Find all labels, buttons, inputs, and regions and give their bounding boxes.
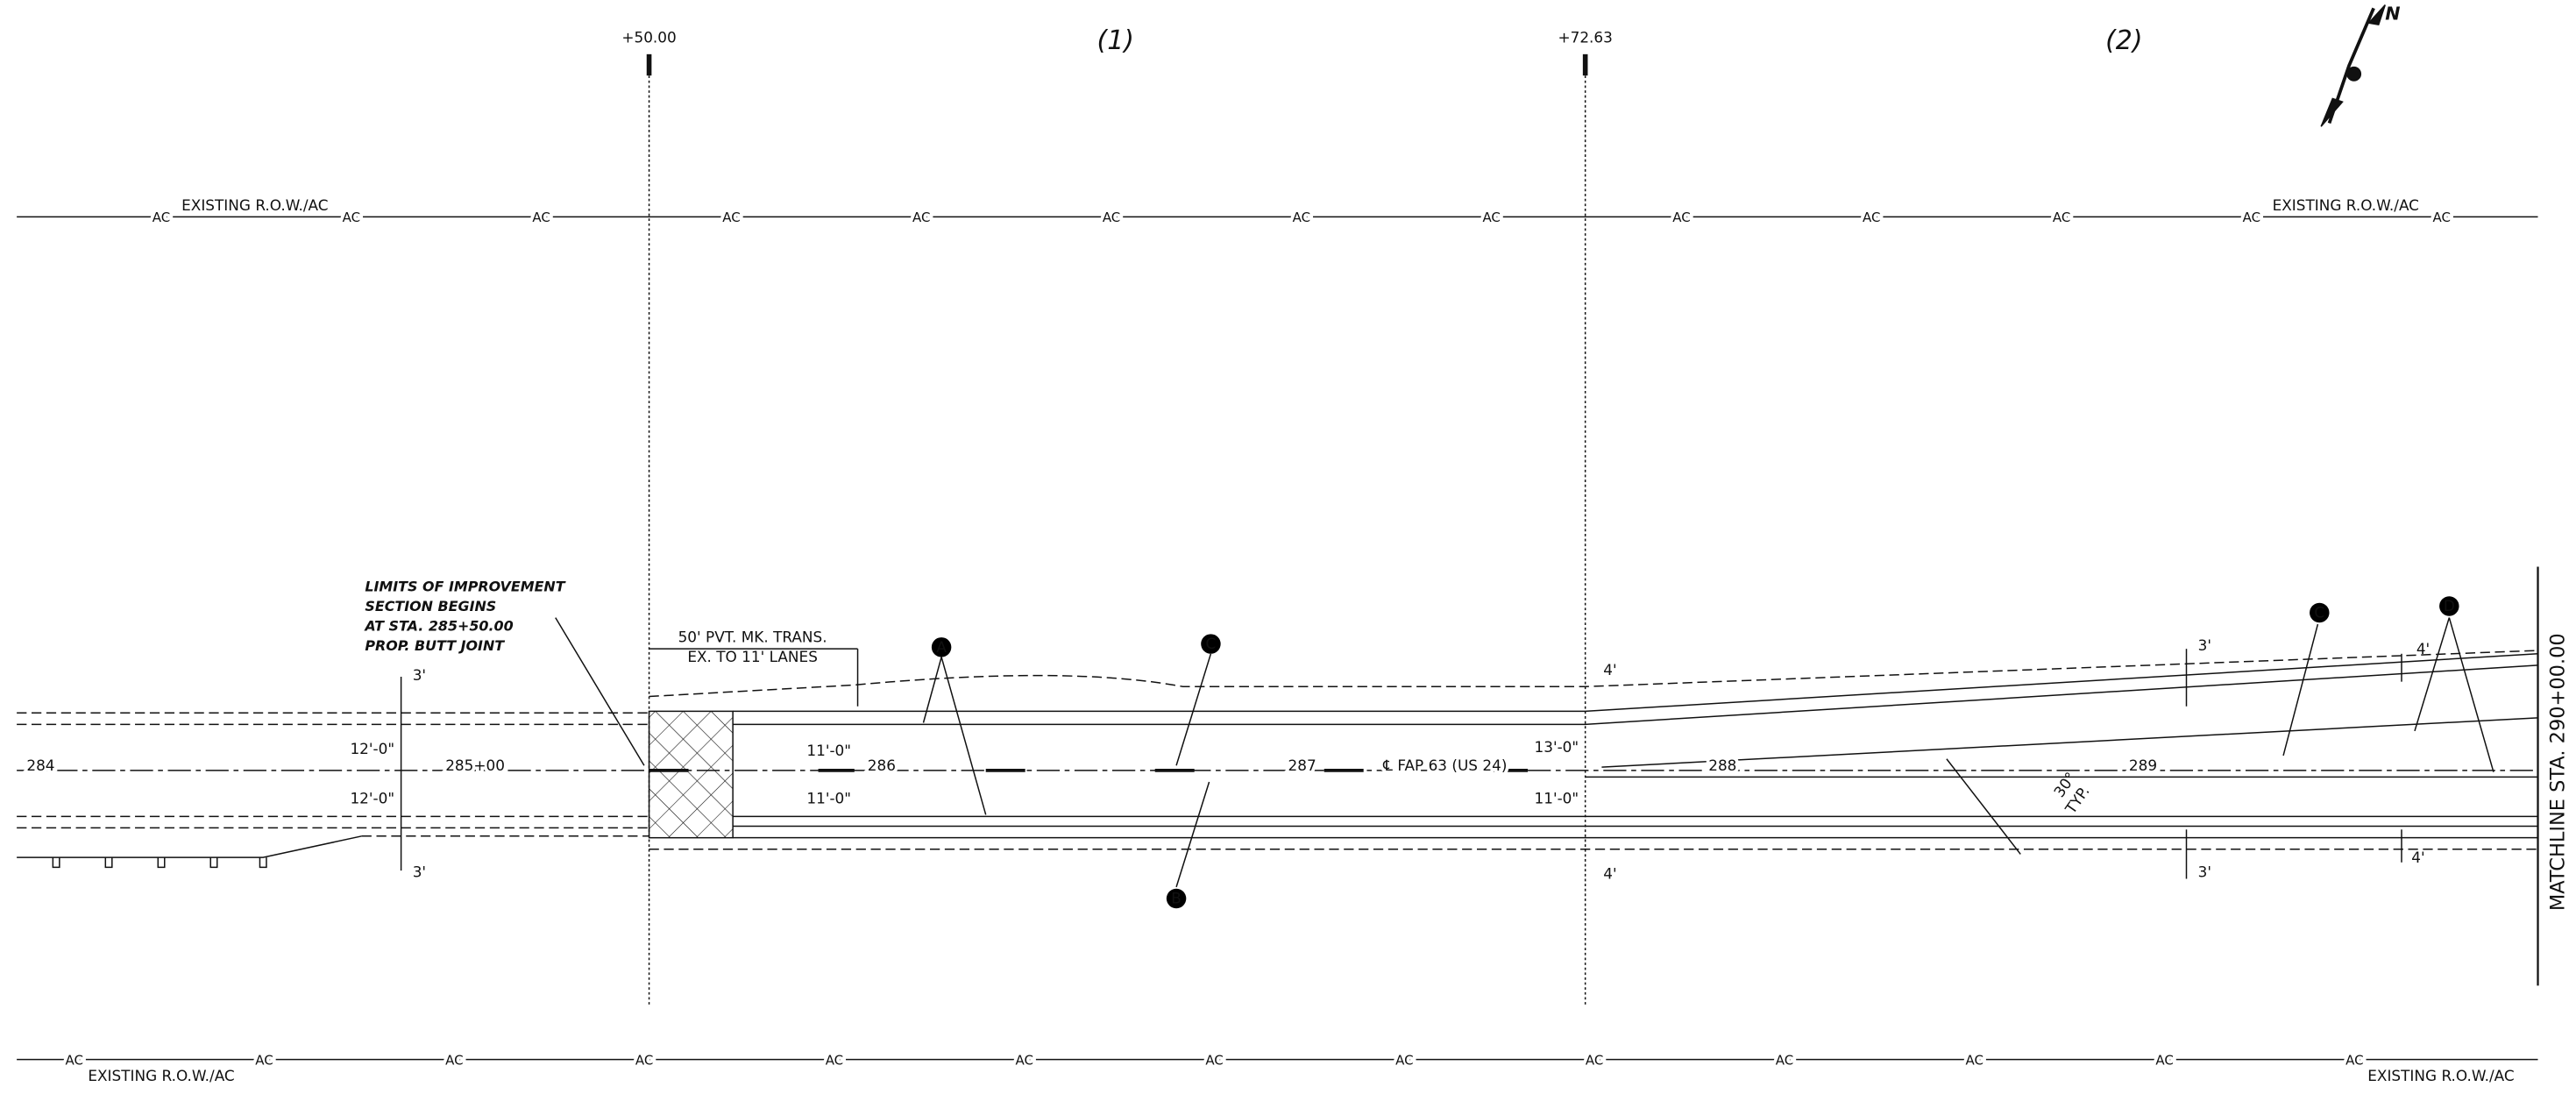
note-line: AT STA. 285+50.00 xyxy=(363,618,513,635)
row-label: EXISTING R.O.W./AC xyxy=(2367,1067,2514,1084)
note-line: SECTION BEGINS xyxy=(365,598,496,614)
dimension: 4' xyxy=(1603,865,1616,883)
dimension: 3' xyxy=(413,863,426,881)
dimension: 4' xyxy=(2416,640,2430,657)
row-label: EXISTING R.O.W./AC xyxy=(88,1067,234,1084)
station-label: +50.00 xyxy=(621,29,676,46)
ac-label: AC xyxy=(2243,210,2260,225)
dimension: 11'-0" xyxy=(1535,789,1579,806)
note-line: PROP. BUTT JOINT xyxy=(365,637,505,654)
station-mark: 286 xyxy=(868,757,896,774)
station-mark: 285+00 xyxy=(445,757,505,774)
ac-label: AC xyxy=(1863,210,1880,225)
station-mark: 288 xyxy=(1708,757,1736,774)
ac-label: AC xyxy=(1586,1052,1603,1068)
callout: B xyxy=(1171,890,1182,907)
dimension: 13'-0" xyxy=(1535,738,1579,756)
ac-label: AC xyxy=(445,1052,463,1068)
transition-note: 50' PVT. MK. TRANS. xyxy=(678,629,827,646)
dimension: 3' xyxy=(2198,863,2211,881)
ac-label: AC xyxy=(153,210,170,225)
callout: A xyxy=(936,638,947,656)
ac-label: AC xyxy=(2053,210,2070,225)
dimension: 3' xyxy=(2198,636,2211,654)
sheet-number: (1) xyxy=(1097,25,1134,56)
dimension: 3' xyxy=(413,666,426,684)
station-mark: 289 xyxy=(2129,757,2157,774)
ac-label: AC xyxy=(722,210,740,225)
dimension: 11'-0" xyxy=(806,742,851,759)
dimension: 11'-0" xyxy=(806,789,851,806)
ac-label: AC xyxy=(2345,1052,2363,1068)
row-label: EXISTING R.O.W./AC xyxy=(181,196,328,214)
centerline-label: ℄ FAP 63 (US 24) xyxy=(1382,757,1507,774)
callout: C xyxy=(1206,635,1217,652)
dimension: 4' xyxy=(2411,849,2424,866)
note-line: LIMITS OF IMPROVEMENT xyxy=(365,579,565,595)
dimension: 4' xyxy=(1603,661,1616,678)
ac-label: AC xyxy=(1395,1052,1413,1068)
dimension: 12'-0" xyxy=(350,789,394,806)
ac-label: AC xyxy=(912,210,930,225)
ac-label: AC xyxy=(1103,210,1120,225)
ac-label: AC xyxy=(1016,1052,1033,1068)
transition-note: EX. TO 11' LANES xyxy=(687,648,818,665)
ac-label: AC xyxy=(255,1052,273,1068)
ac-label: AC xyxy=(1205,1052,1223,1068)
ac-label: AC xyxy=(343,210,360,225)
linework xyxy=(17,4,2539,1061)
labels: +50.00 +72.63 (1) (2) N EXISTING R.O.W./… xyxy=(24,3,2570,1084)
sheet-number: (2) xyxy=(2105,25,2142,56)
ac-label: AC xyxy=(65,1052,82,1068)
ac-label: AC xyxy=(1482,210,1500,225)
ac-label: AC xyxy=(1966,1052,1983,1068)
ac-label: AC xyxy=(1293,210,1310,225)
ac-label: AC xyxy=(635,1052,653,1068)
callout: D xyxy=(2444,597,2455,614)
ac-label: AC xyxy=(532,210,550,225)
ac-label: AC xyxy=(2432,210,2450,225)
station-mark: 287 xyxy=(1288,757,1316,774)
station-label: +72.63 xyxy=(1558,29,1612,46)
callout: C xyxy=(2314,604,2324,622)
station-mark: 284 xyxy=(26,757,54,774)
row-label: EXISTING R.O.W./AC xyxy=(2273,196,2419,214)
ac-label: AC xyxy=(826,1052,843,1068)
matchline-label: MATCHLINE STA. 290+00.00 xyxy=(2547,633,2570,911)
dimension: 12'-0" xyxy=(350,740,394,757)
north-arrow-label: N xyxy=(2385,3,2400,24)
ac-label: AC xyxy=(1776,1052,1793,1068)
ac-label: AC xyxy=(2155,1052,2173,1068)
ac-label: AC xyxy=(1672,210,1690,225)
